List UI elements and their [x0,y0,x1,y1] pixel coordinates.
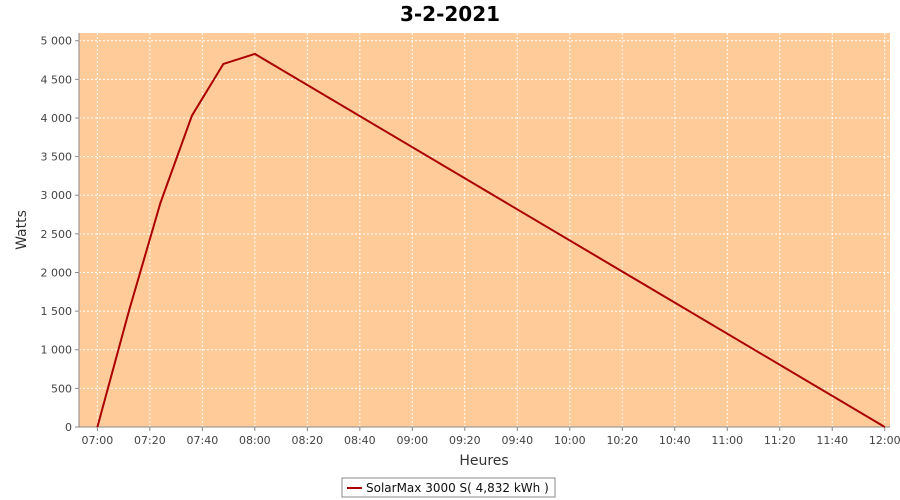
y-axis-label: Watts [14,210,30,250]
x-tick-label: 08:40 [344,434,376,447]
x-tick-label: 09:00 [396,434,428,447]
plot-area [79,33,890,427]
series-line [96,52,886,428]
x-tick-label: 07:00 [82,434,114,447]
series-layer [96,52,886,428]
x-tick-label: 08:20 [291,434,323,447]
y-tick-label: 4 000 [41,112,73,125]
x-tick-label: 10:20 [606,434,638,447]
x-tick-label: 09:20 [449,434,481,447]
chart-title: 3-2-2021 [400,2,500,26]
y-tick-label: 3 000 [41,189,73,202]
x-tick-label: 09:40 [501,434,533,447]
y-tick-label: 3 500 [41,151,73,164]
x-tick-label: 11:00 [711,434,743,447]
x-tick-label: 10:40 [659,434,691,447]
y-tick-label: 5 000 [41,35,73,48]
y-tick-label: 2 000 [41,266,73,279]
y-tick-label: 1 000 [41,344,73,357]
x-axis-label: Heures [459,453,508,469]
legend: SolarMax 3000 S( 4,832 kWh ) [341,477,556,498]
x-tick-label: 10:00 [554,434,586,447]
x-tick-label: 11:40 [816,434,848,447]
y-tick-label: 1 500 [41,305,73,318]
legend-label: SolarMax 3000 S( 4,832 kWh ) [366,481,549,495]
x-tick-label: 07:20 [134,434,166,447]
x-tick-label: 08:00 [239,434,271,447]
tick-labels: 07:00 07:20 07:40 08:00 08:20 08:40 09:00 09:20… [41,35,900,447]
y-tick-label: 500 [51,382,72,395]
x-tick-label: 12:00 [869,434,900,447]
grid [79,33,890,428]
y-tick-label: 0 [65,421,72,434]
axes [75,33,890,431]
legend-box [341,477,556,498]
y-tick-label: 2 500 [41,228,73,241]
y-tick-label: 4 500 [41,73,73,86]
x-tick-label: 07:40 [187,434,219,447]
x-tick-label: 11:20 [764,434,796,447]
